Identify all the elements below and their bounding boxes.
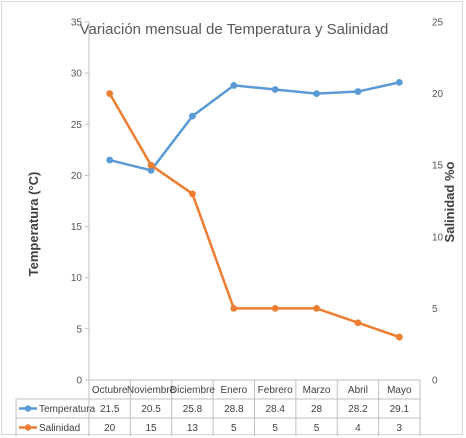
data-label: 5: [231, 423, 237, 434]
data-point: [230, 305, 238, 312]
x-tick-label: Noviembre: [127, 385, 176, 396]
x-tick-label: Mayo: [387, 385, 412, 396]
data-point: [230, 82, 238, 89]
series-line: [109, 81, 400, 172]
x-tick-label: Enero: [220, 385, 247, 396]
data-point: [271, 86, 279, 93]
data-label: 28.2: [348, 404, 368, 415]
y-tick-label: 25: [71, 120, 83, 131]
data-label: 5: [272, 423, 278, 434]
y2-axis-title: Salinidad %o: [442, 161, 457, 242]
y-tick-label: 5: [76, 324, 82, 335]
x-tick-label: Febrero: [258, 385, 293, 396]
data-point: [106, 90, 114, 97]
x-tick-label: Diciembre: [170, 385, 215, 396]
data-label: 3: [397, 423, 403, 434]
data-point: [147, 166, 155, 174]
data-point: [395, 78, 403, 86]
y2-tick-label: 20: [432, 89, 444, 100]
data-label: 29.1: [390, 404, 410, 415]
data-point: [395, 333, 403, 341]
y-axis-title: Temperatura (°C): [26, 172, 41, 277]
data-point: [189, 190, 196, 198]
data-point: [189, 112, 196, 120]
data-point: [313, 90, 320, 97]
y-tick-label: 10: [71, 273, 83, 284]
data-label: 20.5: [141, 404, 161, 415]
data-label: 20: [104, 423, 116, 434]
y2-tick-label: 10: [432, 232, 444, 243]
data-point: [106, 156, 114, 164]
y2-tick-label: 25: [432, 18, 444, 29]
legend-entry: Salinidad: [39, 423, 80, 434]
x-tick-label: Octubre: [92, 385, 128, 396]
y2-tick-label: 15: [432, 161, 444, 172]
legend-key-marker: [24, 405, 32, 412]
y2-tick-label: 0: [432, 376, 438, 387]
data-label: 21.5: [100, 404, 120, 415]
y-tick-label: 20: [71, 171, 83, 182]
data-label: 13: [187, 423, 199, 434]
y-tick-label: 30: [71, 69, 83, 80]
data-label: 28: [311, 404, 323, 415]
chart-title: Variación mensual de Temperatura y Salin…: [80, 21, 389, 38]
data-label: 4: [355, 423, 361, 434]
data-point: [354, 88, 362, 95]
data-label: 15: [146, 423, 158, 434]
data-point: [271, 305, 279, 312]
data-point: [354, 319, 362, 327]
data-label: 28.4: [265, 404, 285, 415]
series-line: [108, 92, 400, 339]
y-tick-label: 15: [71, 222, 83, 233]
x-tick-label: Marzo: [303, 385, 331, 396]
legend-entry: Temperatura: [39, 404, 96, 415]
y-tick-label: 0: [76, 376, 82, 387]
legend-key-marker: [24, 424, 32, 431]
x-tick-label: Abril: [348, 385, 368, 396]
y2-tick-label: 5: [432, 304, 438, 315]
series-group: [106, 78, 403, 341]
data-label: 5: [314, 423, 320, 434]
data-point: [313, 305, 320, 312]
axes-group: 0 5 10 15 20 25 30 35 0 5 10 15 20 25: [71, 18, 444, 387]
data-label: 25.8: [183, 404, 203, 415]
data-label: 28.8: [224, 404, 244, 415]
y-tick-label: 35: [71, 18, 83, 29]
data-point: [147, 161, 155, 169]
